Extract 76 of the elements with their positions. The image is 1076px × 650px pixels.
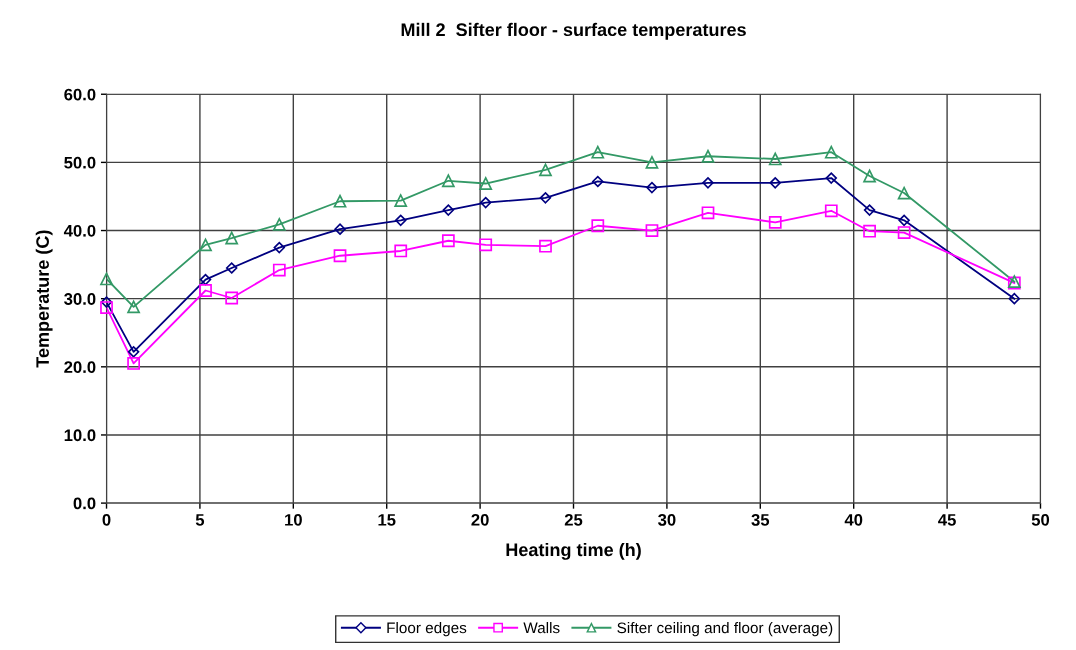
point <box>394 244 408 258</box>
point <box>225 262 238 274</box>
point <box>127 346 140 358</box>
point <box>1008 292 1021 305</box>
point <box>479 238 493 252</box>
point <box>442 204 455 216</box>
chart-title: Mill 2 Sifter floor - surface temperatures <box>401 22 746 40</box>
x-tick-label: 40 <box>844 513 863 526</box>
point <box>897 226 911 239</box>
y-tick-label: 10.0 <box>64 429 96 442</box>
x-tick-label: 45 <box>938 514 956 526</box>
x-axis-title: Heating time (h) <box>506 542 641 560</box>
point <box>824 204 838 218</box>
point <box>897 186 911 200</box>
point <box>768 152 782 166</box>
y-tick-label: 30.0 <box>64 293 96 305</box>
point <box>768 215 782 229</box>
legend-label: Floor edges <box>387 622 467 637</box>
point <box>645 224 659 237</box>
x-tick-label: 10 <box>285 513 302 526</box>
point <box>645 156 659 169</box>
point <box>333 194 347 208</box>
point <box>225 291 239 305</box>
point <box>824 145 838 159</box>
y-tick-label: 0.0 <box>73 497 96 510</box>
point <box>591 219 605 233</box>
point <box>863 204 876 216</box>
point <box>592 175 604 188</box>
point <box>539 239 552 253</box>
point <box>100 272 113 286</box>
x-tick-label: 25 <box>564 513 583 526</box>
point <box>591 145 605 159</box>
point <box>394 194 408 207</box>
point <box>701 149 715 163</box>
point <box>272 218 286 231</box>
point <box>863 224 876 238</box>
x-tick-label: 0 <box>102 513 111 526</box>
point <box>702 177 714 189</box>
point <box>333 249 347 263</box>
point <box>394 214 407 227</box>
point <box>441 234 455 248</box>
x-tick-label: 35 <box>751 513 770 526</box>
point <box>479 196 492 209</box>
point <box>273 241 286 254</box>
x-tick-label: 20 <box>471 513 489 526</box>
point <box>100 301 113 314</box>
point <box>441 174 455 188</box>
point <box>199 284 212 297</box>
point <box>701 206 715 220</box>
point <box>863 169 876 183</box>
x-tick-label: 15 <box>378 514 396 526</box>
point <box>199 273 212 286</box>
x-tick-label: 5 <box>195 514 205 526</box>
point <box>539 192 552 204</box>
point <box>769 177 781 189</box>
y-tick-label: 20.0 <box>64 361 96 374</box>
y-tick-label: 60.0 <box>64 88 96 101</box>
point <box>334 223 346 235</box>
point <box>100 296 113 308</box>
y-axis-title: Temperature (C) <box>35 230 53 368</box>
point <box>225 231 239 245</box>
point <box>127 300 140 314</box>
point <box>539 163 552 177</box>
y-tick-label: 40.0 <box>63 224 96 237</box>
x-tick-label: 50 <box>1031 513 1050 526</box>
point <box>199 238 212 252</box>
y-tick-label: 50.0 <box>64 156 96 169</box>
x-tick-label: 30 <box>658 513 676 526</box>
point <box>479 177 493 190</box>
point <box>272 263 286 277</box>
point <box>898 214 910 227</box>
legend-label: Walls <box>523 622 560 634</box>
point <box>127 357 140 370</box>
legend-label: Sifter ceiling and floor (average) <box>617 622 833 637</box>
point <box>646 181 658 194</box>
point <box>825 172 838 184</box>
